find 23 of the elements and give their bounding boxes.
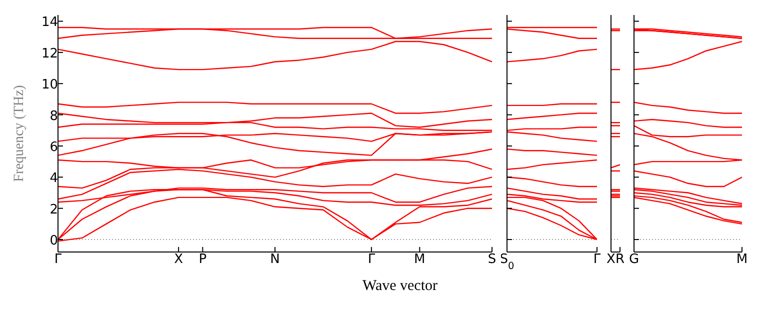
y-tick-label: 8 <box>50 108 58 124</box>
y-tick-label: 2 <box>50 202 58 218</box>
x-tick-label: M <box>414 252 426 267</box>
x-tick-label: S <box>488 252 496 267</box>
y-tick-label: 14 <box>41 15 58 30</box>
x-tick-label: G <box>628 252 640 267</box>
x-tick-label: Γ <box>593 252 602 267</box>
x-tick-label: X <box>174 252 184 267</box>
x-tick-label: Γ <box>368 252 376 267</box>
y-tick-label: 6 <box>50 140 58 155</box>
y-axis-title: Frequency (THz) <box>12 84 27 182</box>
x-tick-label: S$_{0}$ <box>500 252 514 272</box>
y-tick-label: 4 <box>50 171 58 186</box>
x-tick-label: X <box>606 252 616 267</box>
x-tick-label: P <box>198 252 207 267</box>
y-tick-label: 10 <box>41 78 58 93</box>
x-tick-label: R <box>615 252 625 267</box>
x-tick-label: Γ <box>54 252 62 267</box>
y-tick-label: 12 <box>41 46 58 62</box>
x-axis-title: Wave vector <box>362 278 438 295</box>
x-tick-label: M <box>736 252 748 267</box>
x-tick-label: N <box>270 252 280 267</box>
y-tick-label: 0 <box>50 234 58 249</box>
